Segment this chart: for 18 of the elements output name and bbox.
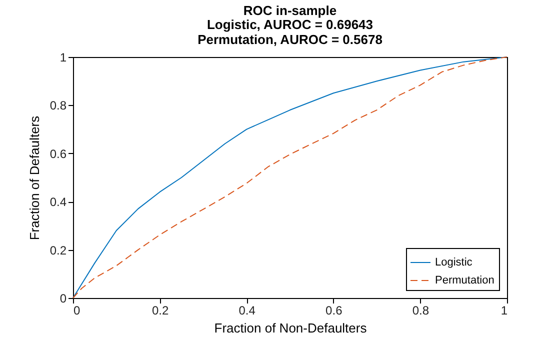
x-tick-label: 1 — [500, 304, 508, 318]
y-tick-label: 0.4 — [50, 195, 67, 210]
x-tick-label: 0.4 — [238, 304, 256, 318]
y-tick-label: 0 — [60, 292, 67, 306]
x-tick-label: 0.8 — [412, 304, 430, 318]
chart-title: ROC in-sample — [243, 3, 337, 18]
y-tick-label: 1 — [60, 50, 67, 64]
legend-label: Permutation — [435, 274, 494, 286]
y-tick-label: 0.6 — [50, 146, 67, 161]
x-tick-label: 0.2 — [152, 304, 169, 318]
x-axis-title: Fraction of Non-Defaulters — [214, 320, 368, 336]
chart-subtitle: Logistic, AUROC = 0.69643 Permutation, AUROC = 0.5678 — [198, 17, 382, 47]
y-axis-title: Fraction of Defaulters — [26, 115, 42, 240]
legend-label: Logistic — [435, 256, 473, 268]
x-tick-label: 0 — [74, 304, 80, 318]
x-tick-label: 0.6 — [326, 304, 343, 318]
y-tick-label: 0.8 — [50, 98, 67, 113]
y-tick-label: 0.2 — [50, 243, 67, 258]
